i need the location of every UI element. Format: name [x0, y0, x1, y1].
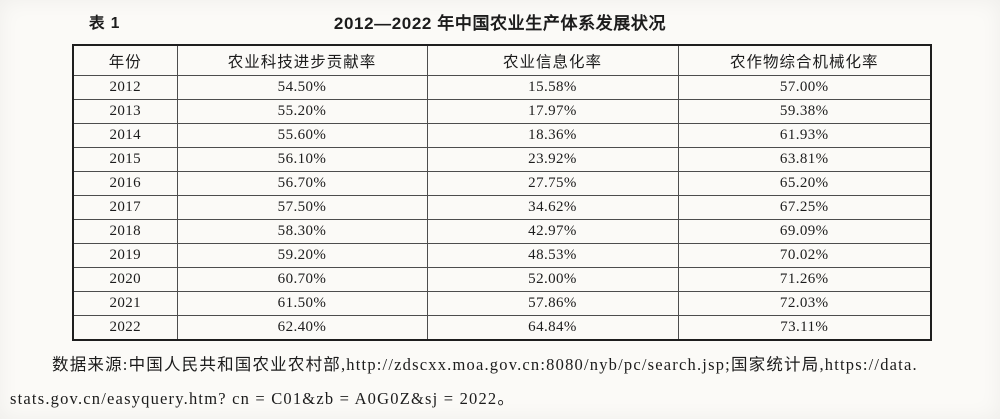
table-row: 2016 56.70% 27.75% 65.20% — [72, 171, 932, 196]
table-cell: 42.97% — [426, 219, 679, 244]
table-cell: 57.86% — [426, 291, 679, 316]
table-cell: 2012 — [72, 75, 178, 100]
table-cell: 67.25% — [677, 195, 932, 220]
table-row: 2014 55.60% 18.36% 61.93% — [72, 123, 932, 148]
table-row: 2019 59.20% 48.53% 70.02% — [72, 243, 932, 268]
data-source-note-line2: stats.gov.cn/easyquery.htm? cn = C01&zb … — [10, 389, 516, 408]
table-cell: 56.70% — [176, 171, 428, 196]
column-header: 农作物综合机械化率 — [677, 44, 932, 76]
table-title: 2012—2022 年中国农业生产体系发展状况 — [333, 14, 667, 33]
table-row: 2015 56.10% 23.92% 63.81% — [72, 147, 932, 172]
column-header: 农业信息化率 — [426, 44, 679, 76]
table-cell: 65.20% — [677, 171, 932, 196]
table-cell: 61.50% — [176, 291, 428, 316]
table-cell: 57.00% — [677, 75, 932, 100]
table-caption: 表 1 2012—2022 年中国农业生产体系发展状况 — [0, 7, 1000, 37]
table-cell: 2017 — [72, 195, 178, 220]
table-cell: 64.84% — [426, 315, 679, 341]
table-cell: 17.97% — [426, 99, 679, 124]
table-cell: 48.53% — [426, 243, 679, 268]
table-row: 2021 61.50% 57.86% 72.03% — [72, 291, 932, 316]
table-cell: 69.09% — [677, 219, 932, 244]
table-row: 2012 54.50% 15.58% 57.00% — [72, 75, 932, 100]
table-cell: 71.26% — [677, 267, 932, 292]
table-cell: 55.20% — [176, 99, 428, 124]
table-row: 2013 55.20% 17.97% 59.38% — [72, 99, 932, 124]
table-cell: 61.93% — [677, 123, 932, 148]
table-cell: 63.81% — [677, 147, 932, 172]
table-cell: 62.40% — [176, 315, 428, 341]
table-cell: 2018 — [72, 219, 178, 244]
table-cell: 23.92% — [426, 147, 679, 172]
table-cell: 2013 — [72, 99, 178, 124]
table-row: 2022 62.40% 64.84% 73.11% — [72, 315, 932, 341]
table-cell: 73.11% — [677, 315, 932, 341]
table-cell: 27.75% — [426, 171, 679, 196]
table-body: 2012 54.50% 15.58% 57.00% 2013 55.20% 17.97% 59… — [72, 75, 932, 341]
table-cell: 56.10% — [176, 147, 428, 172]
table-cell: 60.70% — [176, 267, 428, 292]
table-cell: 72.03% — [677, 291, 932, 316]
table-cell: 2022 — [72, 315, 178, 341]
column-header: 农业科技进步贡献率 — [176, 44, 428, 76]
data-source-note-line1: 数据来源:中国人民共和国农业农村部,http://zdscxx.moa.gov.… — [52, 355, 918, 374]
table-row: 2018 58.30% 42.97% 69.09% — [72, 219, 932, 244]
table-cell: 2019 — [72, 243, 178, 268]
table-row: 2017 57.50% 34.62% 67.25% — [72, 195, 932, 220]
table-cell: 70.02% — [677, 243, 932, 268]
table-number-label: 表 1 — [89, 15, 121, 32]
table-cell: 54.50% — [176, 75, 428, 100]
table-cell: 15.58% — [426, 75, 679, 100]
table-cell: 59.20% — [176, 243, 428, 268]
table-cell: 2020 — [72, 267, 178, 292]
table-cell: 18.36% — [426, 123, 679, 148]
table-header-row: 年份 农业科技进步贡献率 农业信息化率 农作物综合机械化率 — [72, 44, 932, 76]
table-cell: 2015 — [72, 147, 178, 172]
column-header: 年份 — [72, 44, 178, 76]
table-cell: 2014 — [72, 123, 178, 148]
table-cell: 59.38% — [677, 99, 932, 124]
agriculture-development-table: 年份 农业科技进步贡献率 农业信息化率 农作物综合机械化率 2012 54.50% 15.… — [72, 44, 932, 341]
table-row: 2020 60.70% 52.00% 71.26% — [72, 267, 932, 292]
table-cell: 57.50% — [176, 195, 428, 220]
table-cell: 52.00% — [426, 267, 679, 292]
table-cell: 2016 — [72, 171, 178, 196]
table-cell: 58.30% — [176, 219, 428, 244]
table-cell: 2021 — [72, 291, 178, 316]
table-cell: 55.60% — [176, 123, 428, 148]
table-cell: 34.62% — [426, 195, 679, 220]
